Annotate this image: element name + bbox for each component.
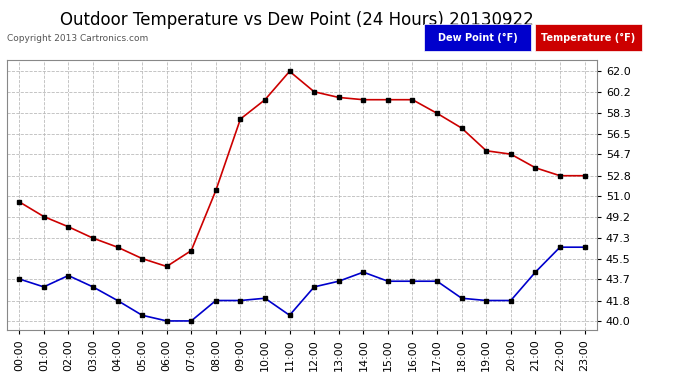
Text: Outdoor Temperature vs Dew Point (24 Hours) 20130922: Outdoor Temperature vs Dew Point (24 Hou… bbox=[60, 11, 533, 29]
Text: Dew Point (°F): Dew Point (°F) bbox=[438, 33, 518, 42]
Text: Temperature (°F): Temperature (°F) bbox=[541, 33, 635, 42]
Text: Copyright 2013 Cartronics.com: Copyright 2013 Cartronics.com bbox=[7, 34, 148, 43]
